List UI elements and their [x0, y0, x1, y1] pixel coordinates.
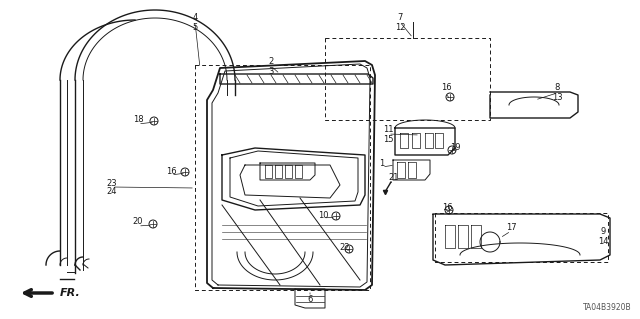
- Text: 1: 1: [380, 159, 385, 167]
- Text: 13: 13: [552, 93, 563, 101]
- Text: 11: 11: [383, 125, 393, 135]
- Text: 12: 12: [395, 23, 405, 32]
- Text: 3: 3: [268, 66, 274, 76]
- Text: 22: 22: [340, 243, 350, 253]
- Text: 10: 10: [317, 211, 328, 219]
- Text: 24: 24: [107, 188, 117, 197]
- Text: FR.: FR.: [60, 288, 81, 298]
- Text: 16: 16: [442, 204, 452, 212]
- Text: 23: 23: [107, 179, 117, 188]
- Text: 2: 2: [268, 57, 274, 66]
- Text: 21: 21: [388, 174, 399, 182]
- Text: TA04B3920B: TA04B3920B: [584, 303, 632, 312]
- Text: 16: 16: [166, 167, 176, 175]
- Text: 5: 5: [193, 23, 198, 32]
- Text: 14: 14: [598, 236, 608, 246]
- Text: 20: 20: [132, 218, 143, 226]
- Text: 19: 19: [450, 144, 460, 152]
- Text: 9: 9: [600, 227, 605, 236]
- Text: 18: 18: [132, 115, 143, 124]
- Text: 16: 16: [441, 84, 451, 93]
- Text: 8: 8: [554, 84, 560, 93]
- Text: 15: 15: [383, 135, 393, 144]
- Text: 6: 6: [307, 295, 313, 305]
- Text: 17: 17: [506, 224, 516, 233]
- Text: 7: 7: [397, 13, 403, 23]
- Text: 4: 4: [193, 13, 198, 23]
